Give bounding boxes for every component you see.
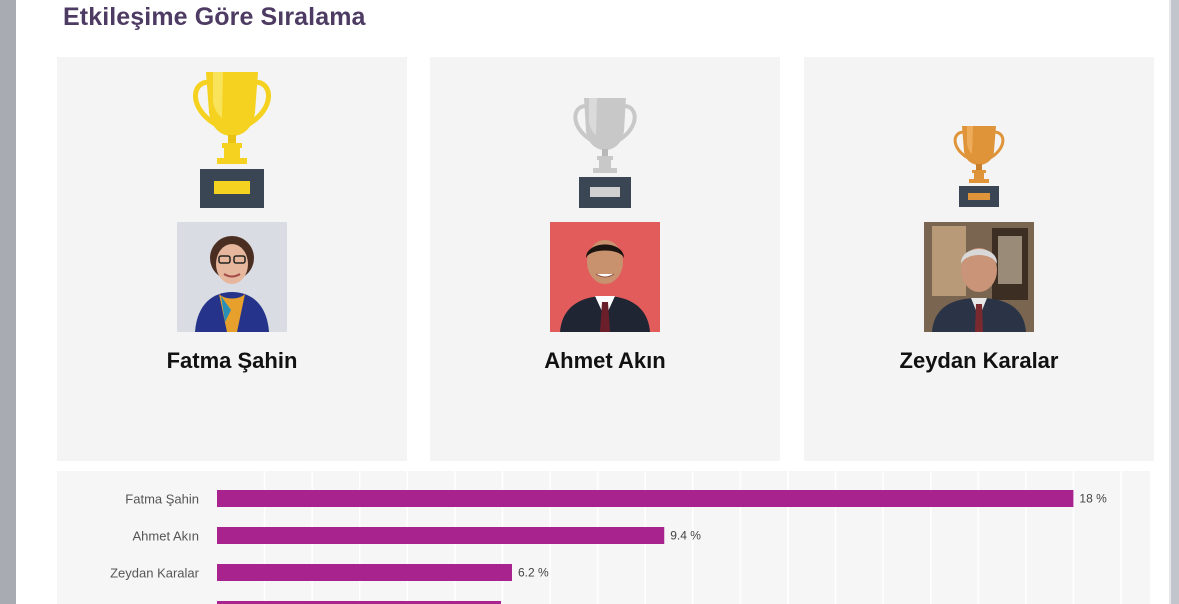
candidate-photo (924, 222, 1034, 332)
engagement-bar-chart: Fatma Şahin 18 % Ahmet Akın 9.4 % Zeydan Kar… (57, 471, 1150, 604)
chart-canvas: Fatma Şahin 18 % Ahmet Akın 9.4 % Zeydan Kar… (110, 471, 1122, 604)
window-edge-right (1171, 0, 1179, 604)
ranking-card-first: Fatma Şahin (57, 57, 407, 461)
bronze-trophy-icon (953, 126, 1005, 207)
candidate-name: Zeydan Karalar (899, 348, 1059, 373)
chart-bar-partial (217, 601, 501, 604)
chart-category-label: Ahmet Akın (133, 529, 199, 544)
candidate-photo (550, 222, 660, 332)
window-edge-left (0, 0, 16, 604)
chart-data-label: 6.2 % (518, 566, 549, 580)
candidate-name: Fatma Şahin (166, 348, 298, 373)
chart-bar (217, 490, 1074, 507)
chart-bar (217, 527, 665, 544)
page-title: Etkileşime Göre Sıralama (63, 3, 366, 31)
gold-trophy-icon (193, 72, 271, 208)
chart-category-label: Fatma Şahin (125, 492, 199, 507)
candidate-name: Ahmet Akın (544, 348, 666, 373)
chart-data-label: 18 % (1079, 492, 1107, 506)
chart-bar (217, 564, 512, 581)
silver-trophy-icon (573, 98, 637, 208)
chart-data-label: 9.4 % (670, 529, 701, 543)
ranking-card-third: Zeydan Karalar (804, 57, 1154, 461)
candidate-photo (177, 222, 287, 332)
window-edge-right-inner (1169, 0, 1171, 604)
ranking-card-second: Ahmet Akın (430, 57, 780, 461)
chart-category-label: Zeydan Karalar (110, 566, 200, 581)
